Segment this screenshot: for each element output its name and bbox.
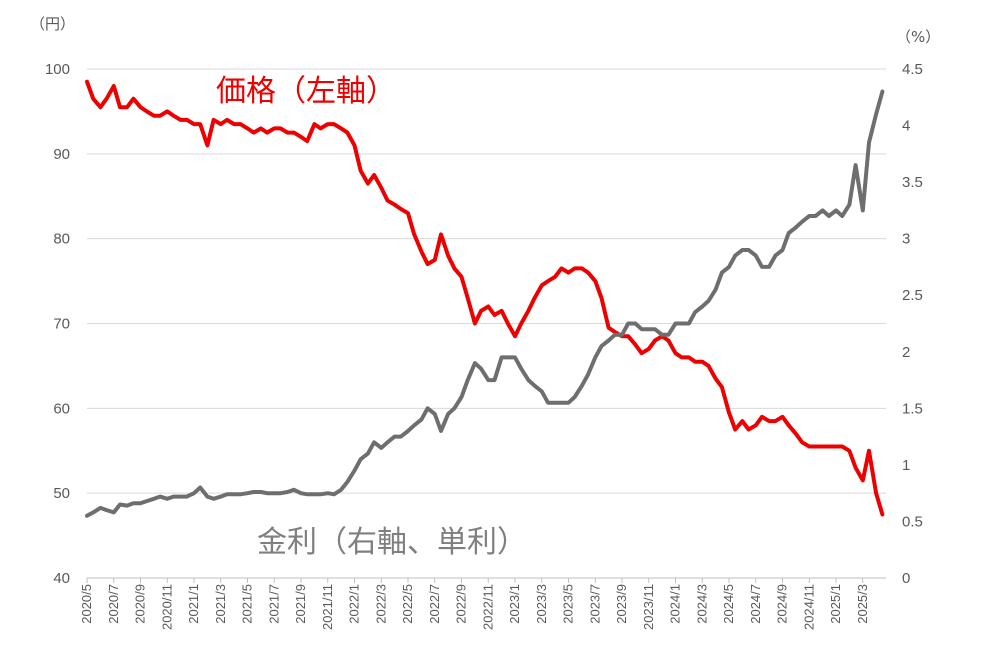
right-tick-label: 1 <box>902 457 910 474</box>
right-tick-label: 3 <box>902 231 910 248</box>
x-tick-label: 2023/5 <box>561 584 576 624</box>
x-tick-label: 2021/1 <box>186 584 201 624</box>
x-tick-label: 2021/3 <box>213 584 228 624</box>
x-tick-label: 2021/11 <box>320 584 335 630</box>
right-tick-label: 4 <box>902 118 910 135</box>
x-tick-label: 2023/1 <box>507 584 522 624</box>
left-axis-unit: （円） <box>30 15 75 33</box>
right-tick-label: 0 <box>902 570 910 587</box>
x-tick-label: 2024/11 <box>801 584 816 630</box>
left-tick-label: 80 <box>53 231 70 248</box>
left-tick-label: 50 <box>53 485 70 502</box>
x-tick-label: 2025/3 <box>855 584 870 624</box>
x-tick-label: 2020/5 <box>79 584 94 624</box>
price-annotation: 価格（左軸） <box>216 74 396 109</box>
left-tick-label: 100 <box>45 61 70 78</box>
x-tick-label: 2020/7 <box>106 584 121 624</box>
left-tick-label: 60 <box>53 400 70 417</box>
x-tick-label: 2022/5 <box>400 584 415 624</box>
x-tick-label: 2024/5 <box>721 584 736 624</box>
right-tick-label: 0.5 <box>902 513 923 530</box>
x-tick-label: 2024/1 <box>668 584 683 624</box>
rate-annotation: 金利（右軸、単利） <box>257 525 527 560</box>
right-axis-unit: （%） <box>896 28 940 46</box>
x-tick-label: 2025/1 <box>828 584 843 624</box>
x-tick-label: 2022/11 <box>480 584 495 630</box>
right-axis-ticks: 0 0.5 1 1.5 2 2.5 3 3.5 4 4.5 <box>902 61 923 587</box>
x-tick-label: 2023/3 <box>534 584 549 624</box>
x-tick-label: 2024/7 <box>748 584 763 624</box>
x-tick-label: 2022/1 <box>347 584 362 624</box>
x-tick-label: 2021/5 <box>240 584 255 624</box>
x-tick-label: 2020/9 <box>133 584 148 624</box>
left-tick-label: 40 <box>53 570 70 587</box>
price-series-line <box>85 79 885 517</box>
x-tick-label: 2023/11 <box>641 584 656 630</box>
right-tick-label: 2 <box>902 344 910 361</box>
right-tick-label: 1.5 <box>902 400 923 417</box>
right-tick-label: 2.5 <box>902 287 923 304</box>
x-tick-label: 2022/3 <box>373 584 388 624</box>
left-axis-ticks: 40 50 60 70 80 90 100 <box>45 61 70 587</box>
x-tick-label: 2020/11 <box>159 584 174 630</box>
x-tick-label: 2021/7 <box>266 584 281 624</box>
right-tick-label: 3.5 <box>902 174 923 191</box>
x-tick-label: 2024/3 <box>694 584 709 624</box>
left-tick-label: 70 <box>53 316 70 333</box>
gridlines <box>87 68 886 494</box>
right-tick-label: 4.5 <box>902 61 923 78</box>
x-tick-label: 2022/7 <box>427 584 442 624</box>
x-tick-label: 2023/7 <box>587 584 602 624</box>
x-tick-label: 2022/9 <box>454 584 469 624</box>
left-tick-label: 90 <box>53 146 70 163</box>
x-tick-label: 2021/9 <box>293 584 308 624</box>
series-lines <box>85 79 885 518</box>
x-axis-ticks: 2020/5 2020/7 2020/9 2020/11 2021/1 2021/3 202… <box>79 578 870 630</box>
rate-series-line <box>85 89 885 518</box>
x-tick-label: 2023/9 <box>614 584 629 624</box>
x-tick-label: 2024/9 <box>775 584 790 624</box>
